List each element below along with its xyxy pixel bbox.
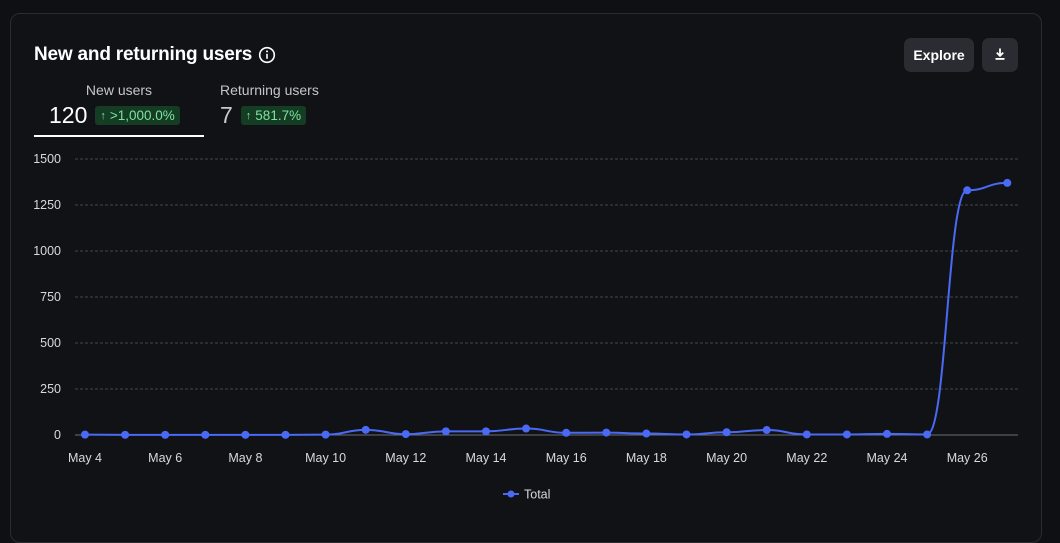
metric-value: 120: [49, 102, 88, 128]
change-badge: ↑ 581.7%: [240, 106, 307, 125]
metric-label: New users: [85, 82, 153, 98]
tab-new-users[interactable]: New users 120 ↑ >1,000.0%: [34, 82, 204, 137]
data-point[interactable]: [361, 425, 370, 434]
data-point[interactable]: [722, 428, 731, 437]
arrow-up-icon: ↑: [100, 109, 106, 122]
card-actions: Explore: [904, 38, 1018, 72]
x-tick-label: May 6: [148, 451, 182, 465]
x-tick-label: May 18: [626, 451, 667, 465]
data-point[interactable]: [642, 429, 651, 438]
data-point[interactable]: [482, 427, 490, 436]
y-tick-label: 1000: [33, 244, 61, 258]
legend-marker: [507, 490, 515, 498]
y-tick-label: 750: [40, 290, 61, 304]
metric-value: 7: [220, 102, 233, 128]
data-point[interactable]: [81, 430, 89, 439]
y-axis: 0 250 500 750 1000 1250 1500: [33, 152, 61, 442]
x-axis: May 4 May 6 May 8 May 10 May 12 May 14 May 16 M…: [68, 451, 988, 465]
y-tick-label: 1500: [33, 152, 61, 166]
data-point[interactable]: [321, 430, 330, 439]
y-tick-label: 500: [40, 336, 61, 350]
y-tick-label: 250: [40, 382, 61, 396]
series-line-total: [84, 181, 1008, 436]
data-point[interactable]: [522, 424, 531, 433]
card-header: New and returning users: [34, 44, 276, 66]
data-point[interactable]: [842, 430, 851, 439]
data-point[interactable]: [201, 430, 210, 439]
data-point[interactable]: [161, 430, 170, 439]
users-card: [10, 13, 1042, 543]
data-point[interactable]: [682, 430, 691, 439]
chart-series: [81, 178, 1012, 439]
data-point[interactable]: [562, 428, 571, 437]
data-point[interactable]: [963, 186, 972, 195]
metric-tabs: New users 120 ↑ >1,000.0% Returning user…: [34, 82, 340, 137]
x-tick-label: May 26: [947, 451, 988, 465]
x-tick-label: May 8: [228, 451, 262, 465]
data-point[interactable]: [281, 430, 290, 439]
change-value: 581.7%: [255, 108, 302, 123]
change-badge: ↑ >1,000.0%: [95, 106, 180, 125]
x-tick-label: May 16: [546, 451, 587, 465]
data-point[interactable]: [241, 430, 250, 439]
y-tick-label: 0: [54, 428, 61, 442]
data-point[interactable]: [1003, 178, 1012, 187]
y-tick-label: 1250: [33, 198, 61, 212]
x-tick-label: May 10: [305, 451, 346, 465]
card-title: New and returning users: [34, 44, 253, 65]
data-point[interactable]: [883, 429, 891, 438]
metric-label: Returning users: [220, 82, 319, 98]
download-icon: [993, 47, 1007, 64]
data-point[interactable]: [802, 430, 811, 439]
chart-legend[interactable]: Total: [503, 488, 550, 502]
x-tick-label: May 14: [466, 451, 507, 465]
data-point[interactable]: [762, 426, 771, 435]
data-point[interactable]: [401, 430, 410, 439]
tab-returning-users[interactable]: Returning users 7 ↑ 581.7%: [220, 82, 340, 137]
x-tick-label: May 20: [706, 451, 747, 465]
chart-grid: [75, 158, 1018, 436]
x-tick-label: May 24: [867, 451, 908, 465]
info-circle-icon[interactable]: [258, 46, 276, 64]
x-tick-label: May 22: [786, 451, 827, 465]
data-point[interactable]: [121, 430, 130, 439]
legend-label: Total: [524, 488, 550, 502]
arrow-up-icon: ↑: [245, 109, 252, 122]
x-tick-label: May 4: [68, 451, 102, 465]
data-point[interactable]: [923, 430, 932, 439]
explore-button[interactable]: Explore: [904, 38, 974, 72]
data-point[interactable]: [441, 427, 450, 436]
data-point[interactable]: [602, 428, 611, 437]
x-tick-label: May 12: [385, 451, 426, 465]
download-button[interactable]: [982, 38, 1018, 72]
change-value: >1,000.0%: [109, 108, 175, 123]
